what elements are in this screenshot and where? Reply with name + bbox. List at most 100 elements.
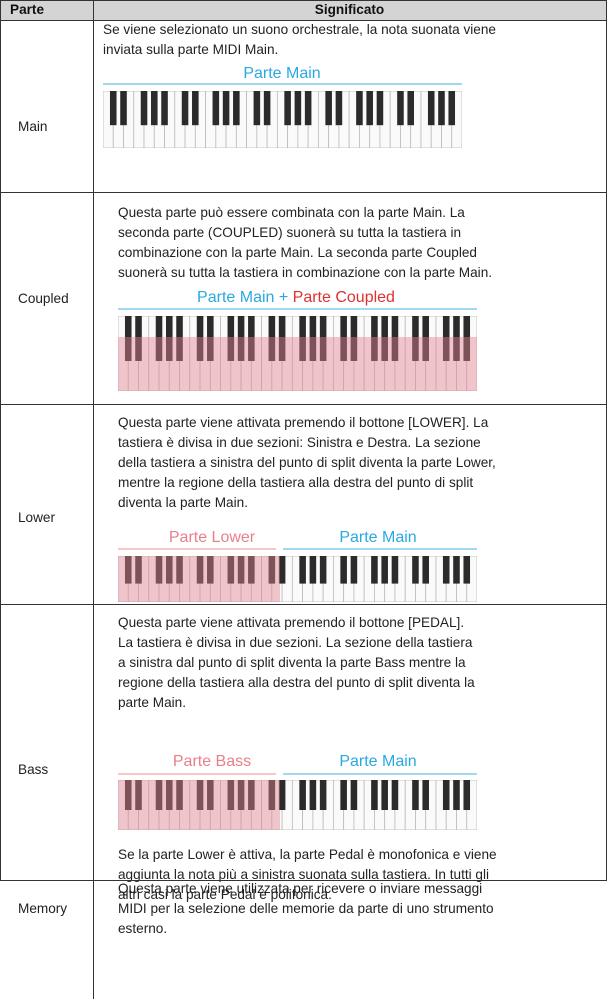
key	[371, 780, 378, 810]
key	[309, 556, 317, 584]
key	[135, 780, 142, 810]
label-underline	[283, 548, 477, 550]
key	[237, 556, 245, 584]
description-line: seconda parte (COUPLED) suonerà su tutta…	[118, 225, 462, 240]
label-underline	[283, 773, 477, 775]
key	[166, 316, 173, 361]
key	[340, 556, 347, 584]
part-label: Parte Main + Parte Coupled	[197, 288, 395, 308]
key	[453, 316, 460, 361]
part-label: Parte Main	[339, 753, 417, 770]
description-line: La tastiera è divisa in due sezioni. La …	[118, 635, 473, 650]
key	[350, 556, 358, 584]
key	[391, 780, 399, 810]
key	[350, 780, 358, 810]
label-underline	[103, 83, 462, 85]
key	[253, 91, 261, 126]
key	[268, 316, 276, 361]
key	[237, 316, 245, 361]
description-line: della tastiera a sinistra del punto di s…	[118, 455, 496, 470]
key	[381, 780, 388, 810]
description-line: parte Main.	[118, 695, 187, 710]
description-line: Se la parte Lower è attiva, la parte Ped…	[118, 847, 497, 862]
key	[319, 556, 327, 584]
key	[371, 556, 378, 584]
description-line: combinazione con la parte Main. La secon…	[118, 245, 477, 260]
key	[299, 780, 306, 810]
key	[135, 556, 142, 584]
key	[120, 91, 127, 126]
row-border	[0, 604, 607, 605]
row-border	[0, 192, 607, 193]
key	[222, 91, 230, 126]
key	[196, 556, 204, 584]
key	[442, 780, 450, 810]
part-label: Parte Main	[243, 65, 321, 82]
key	[438, 91, 445, 126]
key	[268, 556, 276, 584]
table-border	[0, 0, 1, 880]
key	[463, 780, 471, 810]
key	[371, 316, 378, 361]
key	[176, 316, 183, 361]
label-underline	[118, 548, 276, 550]
key	[196, 316, 204, 361]
key	[309, 780, 317, 810]
key	[453, 556, 460, 584]
label-underline	[118, 773, 276, 775]
description-line: suonerà su tutta la tastiera in combinaz…	[118, 265, 493, 280]
key	[294, 91, 302, 126]
key	[350, 316, 358, 361]
key	[463, 556, 471, 584]
table-border	[93, 0, 94, 999]
description-line: aggiunta la nota più a sinistra suonata …	[118, 867, 490, 882]
key	[151, 91, 158, 126]
keyboard	[118, 316, 477, 391]
key	[407, 91, 414, 126]
description-line: diventa la parte Main.	[118, 495, 248, 510]
part-label: Parte Coupled	[292, 289, 395, 306]
key	[309, 316, 317, 361]
key	[166, 780, 173, 810]
key	[397, 91, 404, 126]
description-line: Questa parte può essere combinata con la…	[118, 205, 465, 220]
key	[422, 556, 429, 584]
key	[412, 780, 419, 810]
key	[118, 556, 280, 602]
key	[319, 780, 327, 810]
key	[181, 91, 189, 126]
key	[381, 316, 388, 361]
key	[427, 91, 435, 126]
key	[176, 780, 183, 810]
key	[442, 556, 450, 584]
key	[278, 556, 286, 584]
key	[227, 556, 235, 584]
key	[453, 780, 460, 810]
part-name: Memory	[18, 901, 68, 916]
key	[166, 556, 173, 584]
key	[118, 337, 477, 391]
key	[278, 316, 286, 361]
key	[124, 556, 132, 584]
row-border	[0, 880, 607, 881]
key	[192, 91, 199, 126]
key	[319, 316, 327, 361]
key	[299, 556, 306, 584]
header-part: Parte	[10, 2, 45, 17]
description-line: Questa parte viene utilizzata per riceve…	[118, 881, 483, 896]
part-name: Lower	[18, 510, 56, 525]
key	[207, 316, 214, 361]
description-line: Questa parte viene attivata premendo il …	[118, 615, 465, 630]
key	[442, 316, 450, 361]
key	[227, 780, 235, 810]
key	[304, 91, 312, 126]
key	[412, 316, 419, 361]
key	[391, 316, 399, 361]
row-border	[0, 404, 607, 405]
part-name: Main	[18, 119, 48, 134]
keyboard	[118, 556, 477, 602]
key	[381, 556, 388, 584]
part-label: Parte Lower	[168, 529, 256, 546]
key	[212, 91, 220, 126]
